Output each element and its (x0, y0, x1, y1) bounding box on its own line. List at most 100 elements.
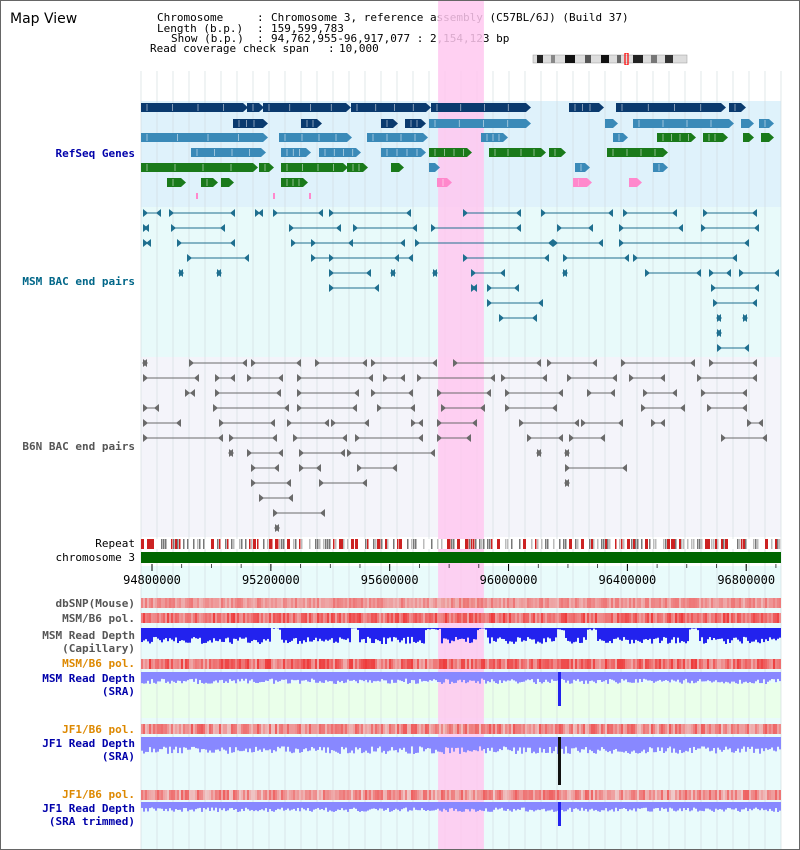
msm-depth-sra-bar (417, 672, 419, 684)
track-label-msm-depth-sra[interactable]: MSM Read Depth (SRA) (42, 672, 135, 698)
msm-b6-pol-strip-1-cell (705, 613, 707, 623)
track-label-msm-b6-pol-1[interactable]: MSM/B6 pol. (62, 612, 135, 625)
track-label-msm-depth-capillary[interactable]: MSM Read Depth (Capillary) (42, 629, 135, 655)
jf1-depth-trimmed-bar (297, 802, 299, 808)
msm-b6-pol-strip-1-cell (499, 613, 501, 623)
b6n-bac-pair-end (299, 464, 304, 472)
track-label-chromosome[interactable]: chromosome 3 (55, 551, 135, 564)
jf1-b6-pol-strip-2-cell (765, 790, 767, 800)
jf1-b6-pol-strip-1-cell (267, 724, 269, 734)
msm-b6-pol-strip-1-cell (573, 613, 575, 623)
repeat-element (375, 539, 377, 549)
jf1-depth-trimmed-bar (229, 802, 231, 809)
b6n-bac-pair-end (411, 419, 416, 427)
msm-b6-pol-strip-1-cell (323, 613, 325, 623)
msm-depth-capillary-bar (723, 628, 725, 642)
dbsnp-strip-cell (367, 598, 369, 608)
msm-depth-sra-bar (475, 672, 477, 683)
dbsnp-strip-cell (723, 598, 725, 608)
msm-depth-sra-bar (601, 672, 603, 682)
b6n-bac-pair-end (701, 389, 706, 397)
jf1-depth-sra-bar (387, 737, 389, 752)
track-label-jf1-b6-pol-2[interactable]: JF1/B6 pol. (62, 788, 135, 801)
msm-depth-capillary-bar (319, 628, 321, 639)
track-label-refseq[interactable]: RefSeq Genes (55, 147, 135, 160)
msm-b6-pol-strip-2-cell (671, 659, 673, 669)
track-label-repeat[interactable]: Repeat (95, 537, 135, 550)
msm-depth-sra-bar (639, 672, 641, 680)
msm-depth-capillary-bar (779, 628, 781, 638)
msm-depth-capillary-bar (349, 628, 351, 643)
track-label-jf1-depth-trimmed[interactable]: JF1 Read Depth (SRA trimmed) (42, 802, 135, 828)
jf1-b6-pol-strip-2-cell (171, 790, 173, 800)
jf1-depth-sra-bar (409, 737, 411, 754)
track-label-b6n-bac[interactable]: B6N BAC end pairs (22, 440, 135, 453)
msm-depth-capillary-bar (545, 628, 547, 643)
track-label-dbsnp[interactable]: dbSNP(Mouse) (55, 597, 135, 610)
refseq-gene-arrow (263, 119, 268, 128)
b6n-bac-pair-end (592, 359, 597, 367)
msm-bac-pair-end (716, 329, 721, 337)
track-label-jf1-depth-sra[interactable]: JF1 Read Depth (SRA) (42, 737, 135, 763)
msm-b6-pol-strip-2-cell (717, 659, 719, 669)
msm-depth-sra-bar (147, 672, 149, 681)
chromosome-ideogram[interactable] (529, 53, 691, 65)
msm-depth-capillary-bar (193, 628, 195, 638)
msm-b6-pol-strip-2-cell (523, 659, 525, 669)
b6n-bac-pair-end (228, 449, 233, 457)
msm-depth-capillary-bar (303, 628, 305, 641)
refseq-gene (351, 103, 426, 112)
jf1-depth-trimmed-bar (185, 802, 187, 809)
b6n-bac-pair-end (480, 404, 485, 412)
dbsnp-strip-cell (491, 598, 493, 608)
jf1-depth-trimmed-bar (223, 802, 225, 809)
jf1-b6-pol-strip-2-cell (645, 790, 647, 800)
jf1-depth-sra-bar (277, 737, 279, 747)
msm-b6-pol-strip-1-cell (545, 613, 547, 623)
track-label-jf1-b6-pol-1[interactable]: JF1/B6 pol. (62, 723, 135, 736)
msm-b6-pol-strip-1-cell (737, 613, 739, 623)
track-label-msm-bac[interactable]: MSM BAC end pairs (22, 275, 135, 288)
jf1-b6-pol-strip-2-cell (255, 790, 257, 800)
dbsnp-strip-cell (229, 598, 231, 608)
jf1-b6-pol-strip-1-cell (179, 724, 181, 734)
b6n-bac-pair-end (251, 464, 256, 472)
track-label-msm-b6-pol-2[interactable]: MSM/B6 pol. (62, 657, 135, 670)
jf1-b6-pol-strip-1-cell (263, 724, 265, 734)
msm-depth-capillary-bar (177, 628, 179, 644)
b6n-bac-pair-end (558, 434, 563, 442)
msm-depth-capillary-bar (237, 628, 239, 641)
dbsnp-strip-cell (257, 598, 259, 608)
dbsnp-strip-cell (211, 598, 213, 608)
b6n-bac-pair-end (408, 389, 413, 397)
msm-b6-pol-strip-2-cell (561, 659, 563, 669)
msm-depth-capillary-bar (339, 628, 341, 638)
dbsnp-strip-cell (531, 598, 533, 608)
jf1-b6-pol-strip-1-cell (273, 724, 275, 734)
msm-depth-capillary-bar (693, 628, 695, 629)
dbsnp-strip-cell (465, 598, 467, 608)
jf1-b6-pol-strip-1-cell (325, 724, 327, 734)
jf1-b6-pol-strip-2-cell (237, 790, 239, 800)
dbsnp-strip-cell (515, 598, 517, 608)
jf1-b6-pol-strip-2-cell (341, 790, 343, 800)
msm-depth-capillary-bar (249, 628, 251, 643)
msm-bac-pair-end (774, 269, 779, 277)
dbsnp-strip-cell (587, 598, 589, 608)
jf1-depth-trimmed-bar (767, 802, 769, 812)
msm-depth-sra-bar (613, 672, 615, 681)
msm-b6-pol-strip-2-cell (301, 659, 303, 669)
msm-depth-capillary-bar (641, 628, 643, 643)
msm-b6-pol-strip-2-cell (483, 659, 485, 669)
msm-depth-sra-bar (447, 672, 449, 680)
jf1-b6-pol-strip-2-cell (561, 790, 563, 800)
msm-b6-pol-strip-2-cell (167, 659, 169, 669)
jf1-b6-pol-strip-2-cell (215, 790, 217, 800)
msm-b6-pol-strip-2-cell (295, 659, 297, 669)
msm-b6-pol-strip-1-cell (151, 613, 153, 623)
jf1-b6-pol-strip-2-cell (455, 790, 457, 800)
jf1-depth-trimmed-bar (291, 802, 293, 810)
dbsnp-strip-cell (287, 598, 289, 608)
msm-b6-pol-strip-1-cell (539, 613, 541, 623)
